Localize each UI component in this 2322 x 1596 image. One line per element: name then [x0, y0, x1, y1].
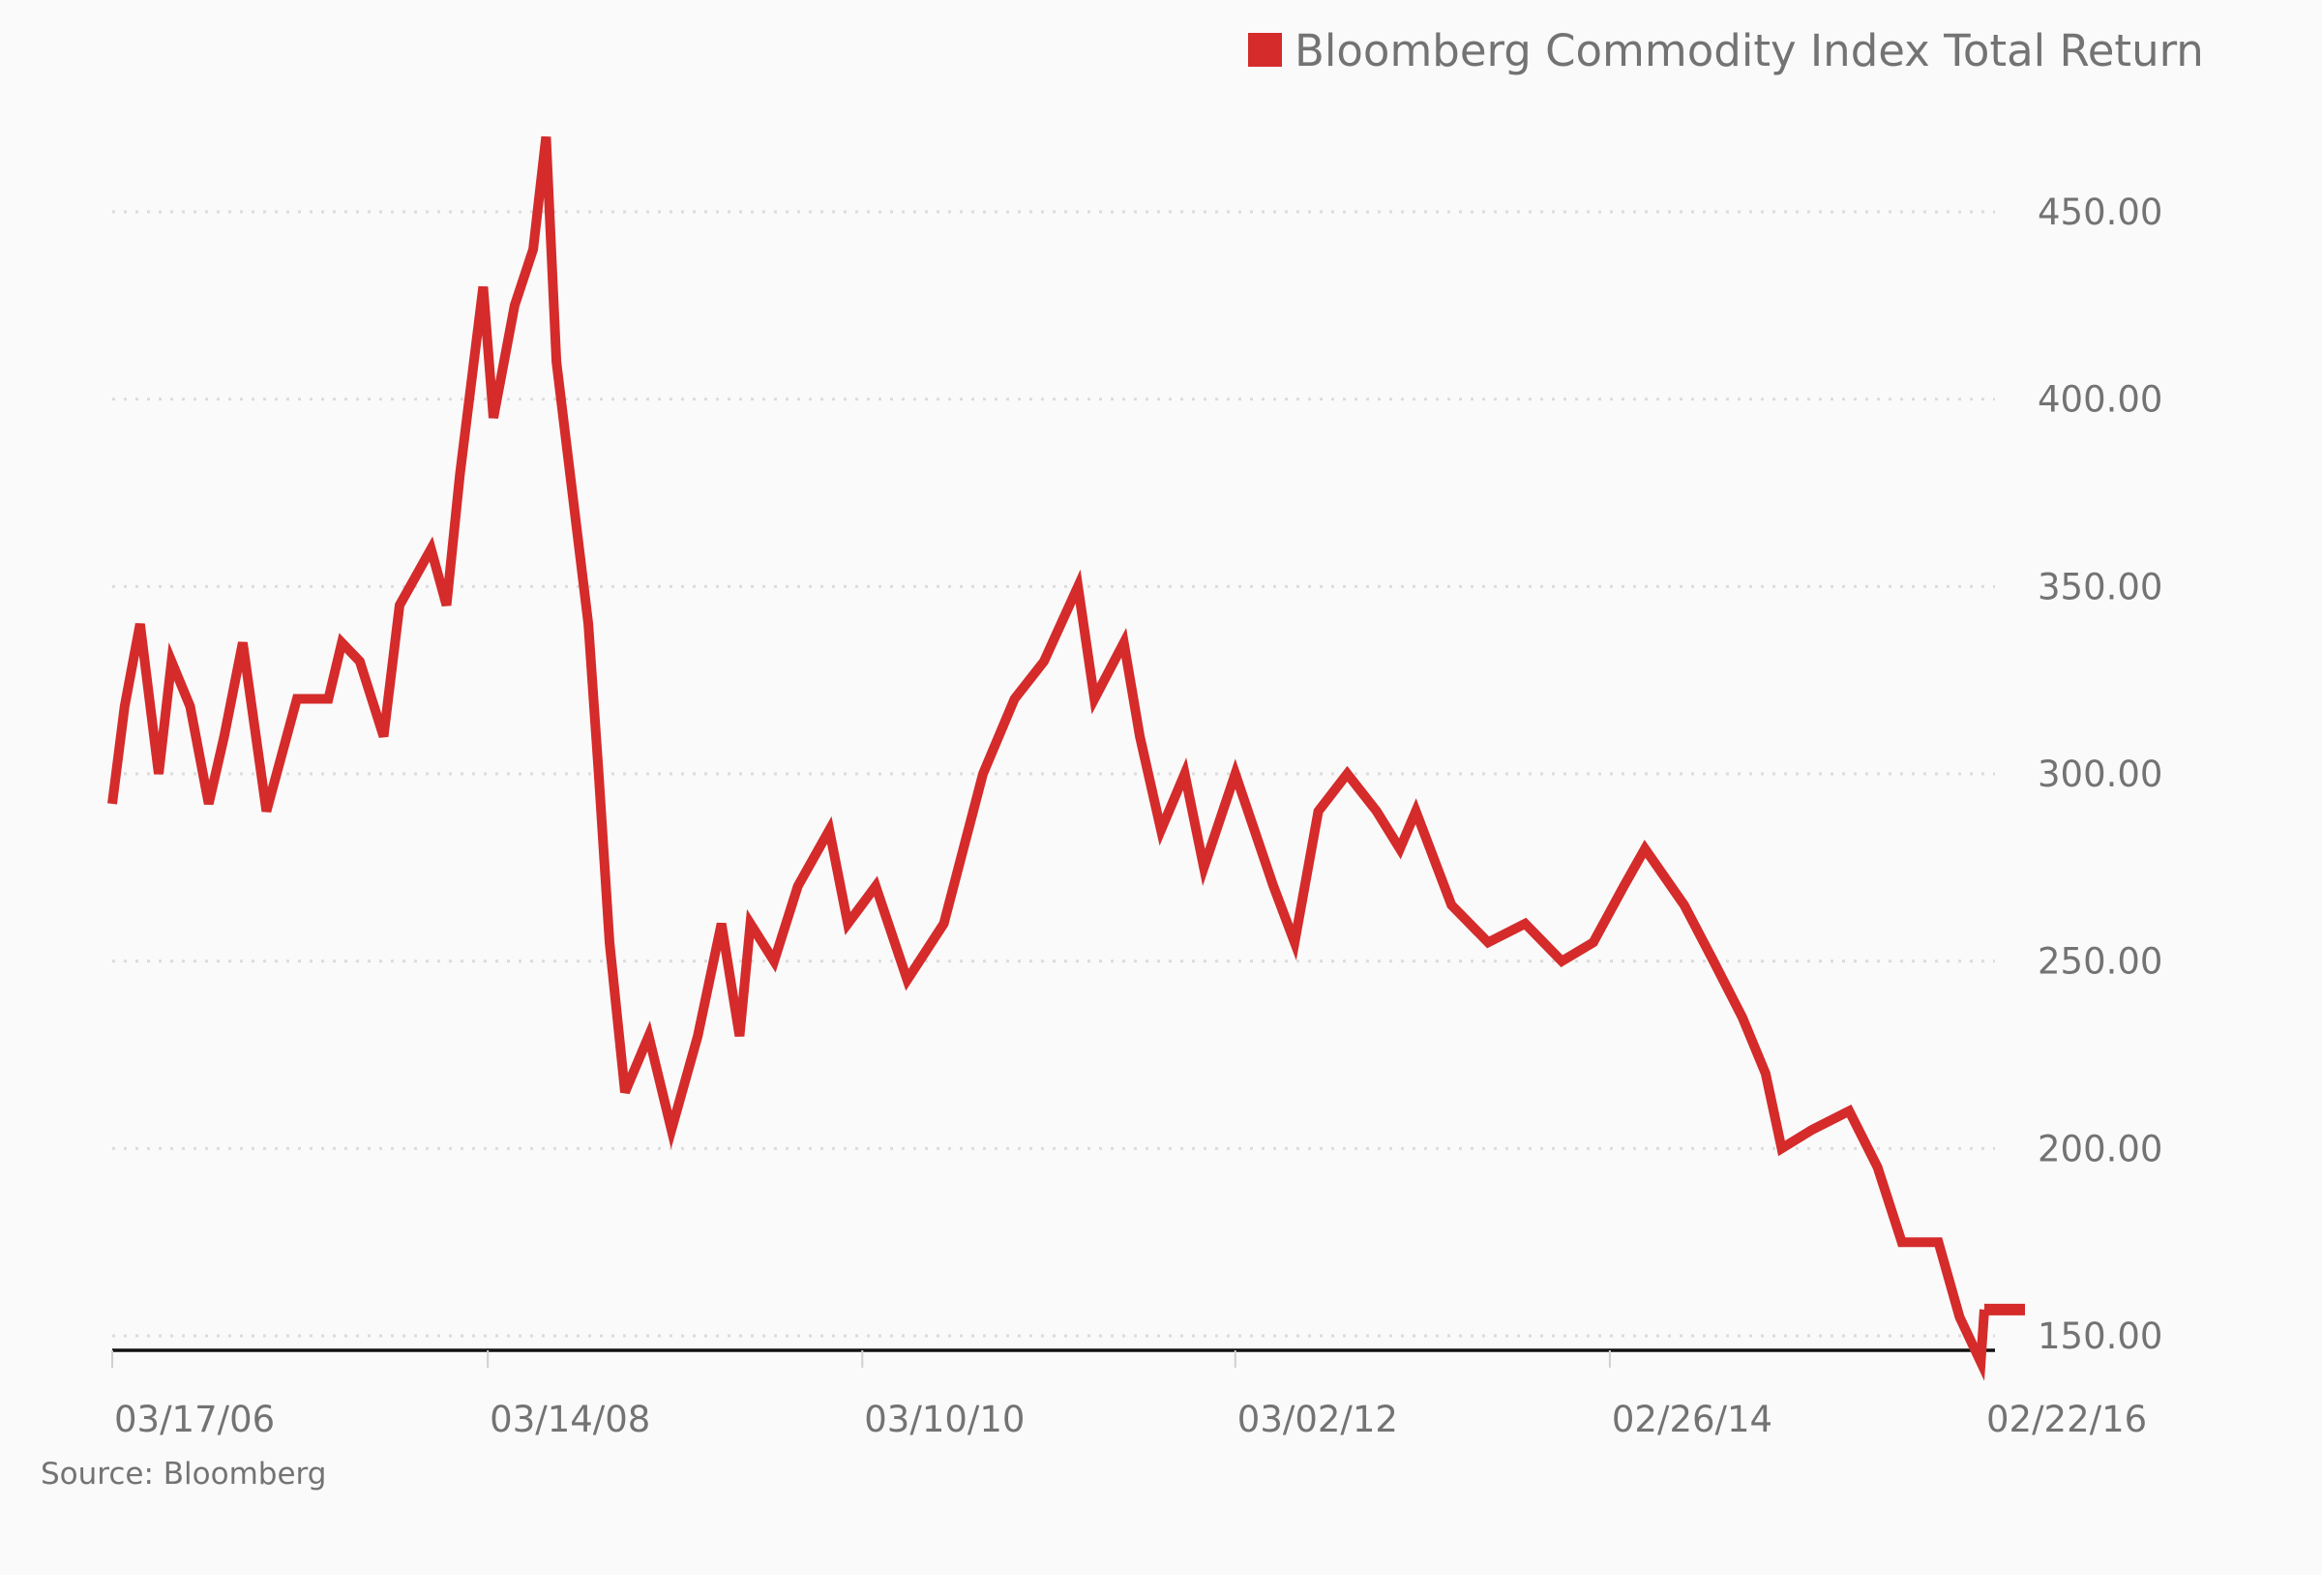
x-axis: 03/17/06 03/14/08 03/10/10 03/02/12 02/26/14… [111, 1348, 2147, 1440]
y-tick-label: 400.00 [2038, 379, 2162, 421]
x-tick-label: 02/22/16 [1986, 1399, 2147, 1440]
y-axis-labels: 150.00 200.00 250.00 300.00 350.00 400.00 450.… [2038, 192, 2162, 1357]
y-tick-label: 250.00 [2038, 941, 2162, 983]
series-line-group [107, 135, 2025, 1381]
x-tick-label: 03/14/08 [490, 1399, 650, 1440]
series-line [107, 135, 1989, 1381]
x-tick-label: 02/26/14 [1612, 1399, 1772, 1440]
y-tick-label: 350.00 [2038, 566, 2162, 607]
y-tick-label: 450.00 [2038, 192, 2162, 233]
y-tick-label: 200.00 [2038, 1128, 2162, 1169]
y-tick-label: 300.00 [2038, 754, 2162, 795]
gridlines [112, 210, 1995, 1338]
x-tick-label: 03/17/06 [114, 1399, 275, 1440]
legend-swatch [1248, 33, 1282, 67]
legend-label: Bloomberg Commodity Index Total Return [1295, 25, 2204, 76]
x-tick-label: 03/02/12 [1237, 1399, 1398, 1440]
y-tick-label: 150.00 [2038, 1315, 2162, 1357]
x-tick-label: 03/10/10 [864, 1399, 1025, 1440]
source-note: Source: Bloomberg [41, 1457, 326, 1492]
